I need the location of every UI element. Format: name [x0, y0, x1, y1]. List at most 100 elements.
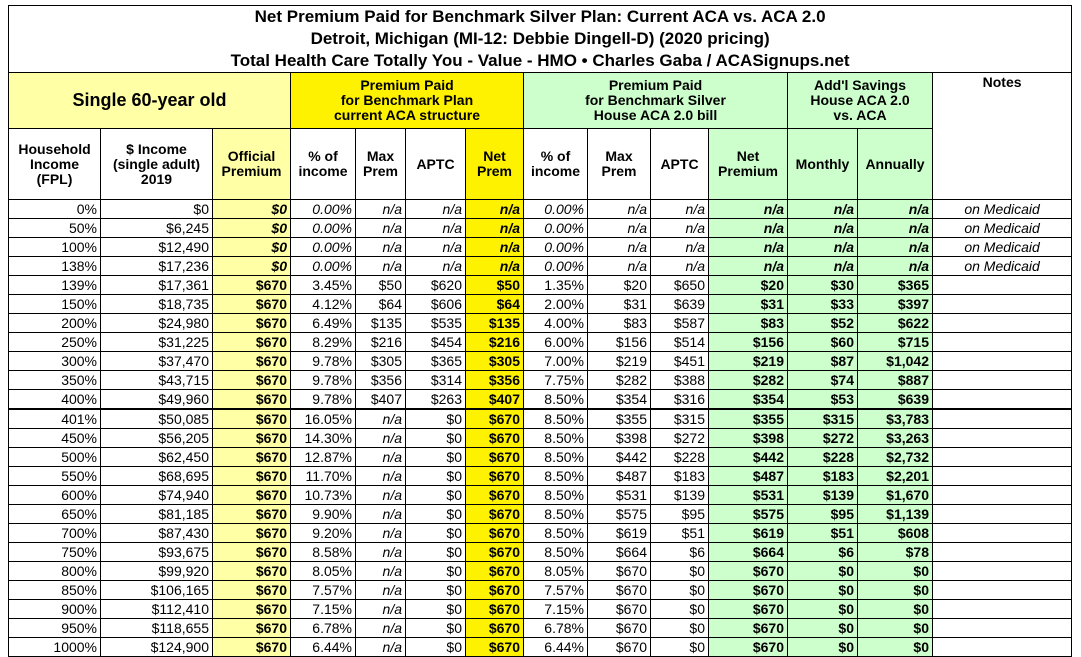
data-row: 400% $49,960 $670 9.78% $407 $263 $407 8.50% $35… [8, 389, 1073, 410]
column-header: Max Prem [587, 128, 651, 200]
group-header: Premium Paid for Benchmark Silver House AC… [523, 72, 788, 129]
table-cell: $365 [405, 351, 466, 371]
table-cell [931, 447, 1073, 467]
table-cell: $670 [587, 599, 651, 619]
table-cell: $282 [587, 370, 651, 390]
table-cell [931, 313, 1073, 333]
table-cell: $0 [787, 580, 858, 600]
table-cell: $99,920 [100, 561, 213, 581]
table-cell: $2,732 [857, 447, 933, 467]
table-cell: $64 [355, 294, 406, 314]
table-cell: $670 [212, 428, 291, 448]
table-cell [931, 599, 1073, 619]
table-cell: $670 [212, 370, 291, 390]
table-cell: n/a [355, 542, 406, 562]
column-header: Max Prem [355, 128, 406, 200]
table-cell: 50% [8, 218, 101, 238]
table-cell: 4.12% [290, 294, 356, 314]
group-header: Single 60-year old [8, 72, 291, 129]
table-cell: 7.00% [523, 351, 588, 371]
table-cell: $608 [857, 523, 933, 543]
table-cell: $442 [708, 447, 788, 467]
table-cell: $316 [650, 389, 709, 410]
table-cell: $0 [857, 599, 933, 619]
table-cell: $0 [650, 561, 709, 581]
table-cell: $0 [405, 542, 466, 562]
table-cell: n/a [587, 237, 651, 257]
data-row: 850% $106,165 $670 7.57% n/a $0 $670 7.57% $670 $… [8, 580, 1073, 600]
table-cell: n/a [355, 618, 406, 638]
table-cell: $355 [708, 408, 788, 429]
title-text: Detroit, Michigan (MI-12: Debbie Dingell… [7, 28, 1073, 50]
header-line: APTC [416, 155, 455, 172]
column-header: Net Premium [708, 128, 788, 200]
table-cell: on Medicaid [931, 218, 1073, 238]
column-header: % of income [523, 128, 588, 200]
table-cell: 800% [8, 561, 101, 581]
table-cell: $0 [857, 561, 933, 581]
group-line: House ACA 2.0 [810, 92, 910, 108]
column-header: Net Prem [465, 128, 524, 200]
table-cell: 7.57% [523, 580, 588, 600]
table-cell: $315 [650, 408, 709, 429]
table-cell: n/a [857, 237, 933, 257]
column-header: % of income [290, 128, 356, 200]
table-cell: $0 [787, 561, 858, 581]
table-cell: 12.87% [290, 447, 356, 467]
table-cell: n/a [355, 447, 406, 467]
group-header: Add'l Savings House ACA 2.0 vs. ACA [787, 72, 933, 129]
table-cell: 8.05% [523, 561, 588, 581]
table-cell: 9.20% [290, 523, 356, 543]
table-cell: $670 [465, 599, 524, 619]
table-cell: $442 [587, 447, 651, 467]
table-cell: $139 [787, 485, 858, 505]
table-cell: $43,715 [100, 370, 213, 390]
table-cell: 6.44% [290, 637, 356, 657]
table-cell: 6.49% [290, 313, 356, 333]
table-cell: n/a [355, 428, 406, 448]
table-cell [931, 370, 1073, 390]
header-line: Premium [221, 163, 282, 179]
table-cell: n/a [857, 199, 933, 219]
table-cell [931, 561, 1073, 581]
table-cell: $106,165 [100, 580, 213, 600]
table-cell: 16.05% [290, 408, 356, 429]
table-cell: $670 [212, 466, 291, 486]
table-cell: $124,900 [100, 637, 213, 657]
header-line: Premium [718, 163, 778, 179]
header-line: Household [18, 140, 91, 157]
table-cell: $670 [212, 408, 291, 429]
table-cell: $216 [465, 332, 524, 352]
table-cell: $12,490 [100, 237, 213, 257]
table-cell: $0 [650, 580, 709, 600]
table-cell: $619 [587, 523, 651, 543]
table-cell: $0 [405, 485, 466, 505]
table-cell: $606 [405, 294, 466, 314]
column-header: Annually [857, 128, 933, 200]
table-cell [931, 389, 1073, 410]
table-cell: n/a [405, 256, 466, 276]
table-cell [931, 523, 1073, 543]
header-line: Monthly [795, 155, 850, 172]
table-cell: 139% [8, 275, 101, 295]
data-row: 800% $99,920 $670 8.05% n/a $0 $670 8.05% $670 $0… [8, 561, 1073, 581]
table-cell: $0 [405, 408, 466, 429]
table-cell: $397 [857, 294, 933, 314]
table-cell: n/a [465, 237, 524, 257]
table-cell: $664 [587, 542, 651, 562]
data-row: 950% $118,655 $670 6.78% n/a $0 $670 6.78% $670 $… [8, 618, 1073, 638]
table-cell: $50 [355, 275, 406, 295]
table-cell: $30 [787, 275, 858, 295]
table-cell: $670 [465, 485, 524, 505]
table-cell: $670 [708, 580, 788, 600]
table-cell: n/a [587, 199, 651, 219]
table-cell: $356 [465, 370, 524, 390]
table-cell: 9.78% [290, 389, 356, 410]
table-cell: $183 [787, 466, 858, 486]
title-row: Total Health Care Totally You - Value - … [7, 50, 1073, 73]
table-cell: 6.78% [523, 618, 588, 638]
table-cell: $0 [787, 618, 858, 638]
table-cell: $670 [587, 637, 651, 657]
table-cell: 8.50% [523, 542, 588, 562]
table-cell: $0 [212, 218, 291, 238]
